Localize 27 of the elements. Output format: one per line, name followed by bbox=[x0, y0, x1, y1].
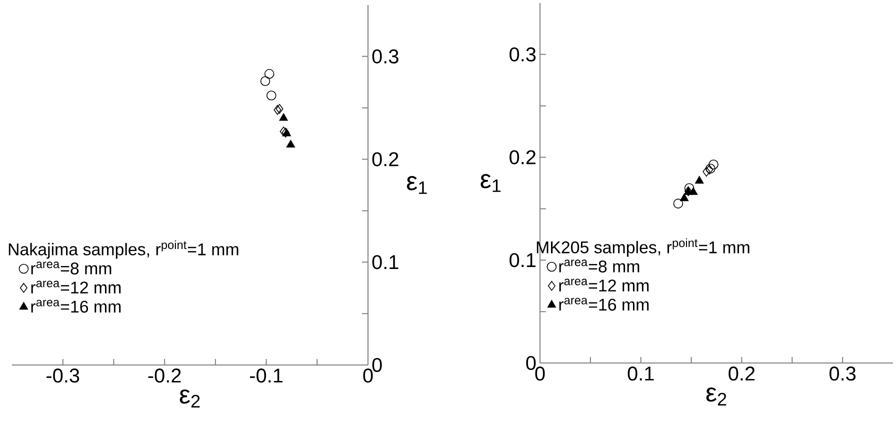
legend-label: r$^{area}$=12 mm bbox=[559, 278, 649, 292]
y-tick-label: 0.2 bbox=[372, 152, 398, 166]
y-tick-label: 0.3 bbox=[510, 47, 536, 62]
x-tick-label: 0.1 bbox=[628, 366, 654, 381]
y-tick-label: 0.3 bbox=[372, 49, 398, 64]
legend-label: r$^{area}$=16 mm bbox=[31, 300, 121, 313]
legend-label: r$^{area}$=8 mm bbox=[31, 262, 112, 274]
x-tick-label: -0.1 bbox=[250, 368, 282, 383]
x-tick-label: 0.3 bbox=[830, 366, 856, 381]
x-tick-label: 0 bbox=[363, 368, 373, 383]
x-tick-label: -0.3 bbox=[46, 368, 80, 383]
legend-title: MK205 samples, r$^{point}$=1 mm bbox=[536, 238, 750, 257]
legend-title: Nakajima samples, r$^{point}$=1 mm bbox=[8, 240, 238, 259]
x-axis-title: ε$_{2}$ bbox=[180, 389, 200, 408]
x-tick-label: -0.2 bbox=[148, 368, 181, 383]
y-tick-label: 0.2 bbox=[510, 150, 536, 164]
legend-label: r$^{area}$=8 mm bbox=[559, 260, 640, 272]
x-tick-label: 0 bbox=[535, 366, 545, 381]
y-axis-title: ε$_{1}$ bbox=[406, 176, 427, 194]
y-tick-label: 0.1 bbox=[372, 255, 398, 270]
y-tick-label: 0 bbox=[526, 356, 536, 370]
y-axis-title: ε$_{1}$ bbox=[480, 174, 501, 192]
legend-label: r$^{area}$=12 mm bbox=[31, 280, 121, 294]
y-tick-label: 0.1 bbox=[510, 253, 536, 268]
legend-label: r$^{area}$=16 mm bbox=[559, 298, 649, 311]
x-tick-label: 0.2 bbox=[728, 366, 755, 381]
x-axis-title: ε$_{2}$ bbox=[706, 387, 726, 406]
